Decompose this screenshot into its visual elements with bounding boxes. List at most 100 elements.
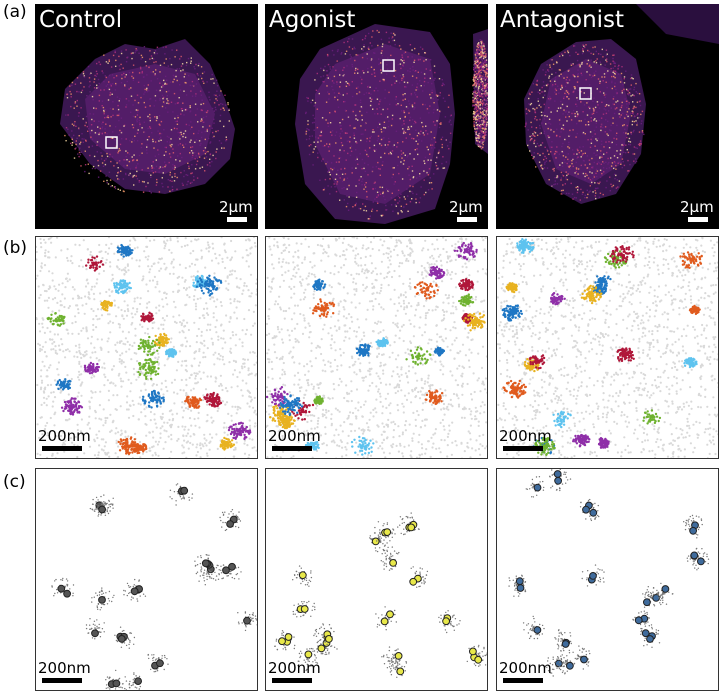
cluster: [227, 421, 252, 441]
centroid-cluster: [105, 669, 124, 690]
cluster: [428, 265, 446, 280]
cluster: [137, 335, 161, 357]
condition-title: Control: [39, 7, 123, 33]
centroid-cluster: [316, 637, 338, 656]
scalebar-label: 200nm: [499, 427, 552, 445]
centroid-map: [274, 512, 487, 678]
cluster: [266, 386, 290, 407]
centroid-cluster: [569, 645, 591, 670]
centroid-cluster: [525, 476, 545, 498]
centroid-cluster: [683, 514, 703, 539]
scalebar-label: 2µm: [219, 198, 253, 216]
scalebar-label: 200nm: [499, 659, 552, 677]
centroid-cluster: [554, 649, 574, 672]
scalebar-label: 200nm: [38, 427, 91, 445]
centroid-cluster: [438, 610, 461, 634]
scalebar: [42, 678, 82, 683]
cluster: [505, 282, 518, 294]
centroid-cluster: [373, 521, 396, 545]
cluster-map: [36, 237, 257, 458]
cluster: [355, 343, 371, 357]
panel-a-control: Control 2µm: [35, 4, 258, 229]
panel-b-antagonist: 200nm: [496, 236, 719, 459]
panel-a-antagonist: Antagonist 2µm: [496, 4, 719, 229]
centroid-cluster: [169, 483, 194, 506]
cluster: [184, 395, 203, 409]
condition-title: Agonist: [269, 7, 356, 33]
cell-image: [524, 4, 719, 204]
centroid-cluster: [375, 606, 397, 631]
cluster: [534, 436, 556, 457]
centroid-cluster: [122, 672, 142, 690]
panel-c-control: 200nm: [35, 468, 258, 691]
panel-c-antagonist: 200nm: [496, 468, 719, 691]
centroid-cluster: [650, 582, 674, 605]
centroid-cluster: [85, 618, 105, 640]
cluster: [458, 278, 475, 292]
centroid-cluster: [292, 565, 313, 587]
centroid-cluster: [579, 498, 600, 522]
cluster: [141, 389, 165, 409]
scalebar: [272, 446, 312, 451]
cell-image: [295, 24, 488, 224]
centroid-cluster: [581, 564, 605, 587]
cluster: [313, 395, 324, 406]
centroid-cluster: [51, 577, 75, 598]
scalebar: [42, 446, 82, 451]
scalebar: [503, 446, 543, 451]
panel-b-control: 200nm: [35, 236, 258, 459]
centroid-cluster: [397, 512, 420, 536]
noise-points: [497, 237, 718, 458]
centroid-cluster: [219, 509, 242, 532]
scalebar-label: 2µm: [449, 198, 483, 216]
cluster: [203, 391, 223, 408]
cluster: [594, 275, 612, 288]
noise-points: [266, 237, 487, 458]
cluster: [140, 311, 155, 323]
scalebar: [272, 678, 312, 683]
cluster: [552, 410, 572, 429]
cluster: [616, 347, 635, 363]
cluster: [113, 279, 132, 295]
cluster: [137, 358, 160, 380]
centroid-cluster: [508, 574, 527, 597]
cluster: [83, 361, 100, 375]
cluster: [609, 245, 635, 264]
cluster: [413, 281, 439, 300]
cluster: [580, 284, 603, 305]
panel-c-agonist: 200nm: [265, 468, 488, 691]
cluster: [603, 250, 628, 269]
scalebar-label: 2µm: [680, 198, 714, 216]
cluster: [688, 304, 701, 316]
centroid-cluster: [147, 653, 169, 673]
cluster: [219, 436, 236, 451]
cluster: [290, 399, 315, 421]
cluster: [55, 378, 72, 391]
centroid-cluster: [369, 531, 390, 553]
cluster-map: [497, 237, 718, 458]
centroid-cluster: [522, 615, 545, 640]
cluster: [550, 292, 566, 306]
centroid-cluster: [549, 469, 572, 492]
roi-box-icon: [382, 59, 395, 72]
panel-a-agonist: Agonist 2µm: [265, 4, 488, 229]
scalebar: [227, 217, 247, 222]
cluster: [597, 437, 610, 449]
condition-title: Antagonist: [500, 7, 625, 33]
cluster: [642, 409, 662, 425]
centroid-cluster: [297, 647, 319, 672]
cluster: [516, 238, 535, 254]
cluster: [311, 298, 336, 318]
centroid-cluster: [91, 587, 115, 611]
cluster: [453, 241, 478, 261]
centroid-cluster: [380, 546, 400, 571]
cluster: [424, 389, 444, 406]
scalebar-label: 200nm: [38, 659, 91, 677]
scalebar: [457, 217, 477, 222]
cluster: [278, 394, 304, 417]
cluster: [433, 346, 446, 357]
cluster: [312, 278, 327, 291]
cluster: [458, 293, 475, 307]
cluster: [153, 332, 170, 347]
cluster: [502, 379, 527, 399]
